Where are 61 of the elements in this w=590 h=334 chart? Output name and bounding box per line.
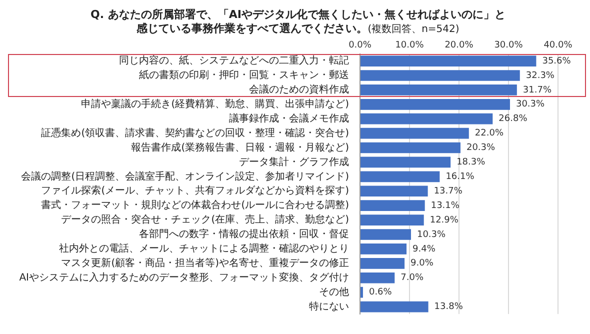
chart-title: Q. あなたの所属部署で、「AIやデジタル化で無くしたい・無くせればよいのに」と [90,8,506,22]
data-label: 13.7% [434,186,463,196]
data-label: 9.0% [410,258,434,269]
x-tick-label: 20.0% [444,40,474,51]
data-label: 13.1% [430,200,460,211]
data-label: 18.3% [456,158,486,168]
data-label: 16.1% [446,172,475,182]
y-tick-label: 会議の調整(日程調整、会議室手配、オンライン設定、参加者リマインド) [21,170,350,182]
data-label: 32.3% [526,70,555,81]
bar [360,70,520,81]
bar [360,186,428,197]
y-tick-label: 会議のための資料作成 [249,84,349,96]
y-tick-label: 同じ内容の、紙、システムなどへの二重入力・転記 [119,54,349,67]
data-label: 7.0% [400,273,424,284]
bar [360,171,440,182]
bar [360,128,469,139]
y-tick-label: データの照合・突合せ・チェック(在庫、売上、請求、勤怠など) [61,214,350,226]
x-tick-label: 30.0% [494,40,524,51]
bar [360,200,425,212]
y-tick-label: データ集計・グラフ作成 [239,156,349,168]
bar [360,244,407,254]
bar [360,301,428,312]
bar [360,156,451,168]
text: 感じている事務作業をすべて選んでください。 [136,22,368,35]
bar [360,84,517,96]
y-tick-label: 証憑集め(領収書、請求書、契約書などの回収・整理・確認・突合せ) [41,126,350,139]
x-tick-label: 0.0% [348,40,372,51]
y-tick-label: マスタ更新(顧客・商品・担当者等)や名寄せ、重複データの修正 [61,257,349,269]
data-label: 35.6% [542,56,572,66]
data-label: 31.7% [522,85,552,96]
bar [360,272,395,284]
y-tick-label: 特にない [309,300,349,312]
y-tick-label: その他 [319,286,349,298]
data-label: 0.6% [368,288,392,298]
text: (複数回答、n=542) [368,24,460,35]
data-label: 9.4% [412,244,436,254]
data-label: 10.3% [416,230,446,240]
bar [360,258,405,269]
y-tick-label: 報告書作成(業務報告書、日報・週報・月報など) [131,141,350,154]
bar [360,229,411,240]
x-tick-label: 40.0% [544,40,573,51]
y-tick-label: 各部門への数字・情報の提出依頼・回収・督促 [139,228,349,240]
bar [360,56,536,66]
data-label: 22.0% [474,128,504,139]
data-label: 30.3% [516,100,546,110]
data-label: 13.8% [434,302,464,312]
y-tick-label: 申請や稟議の手続き(経費精算、勤怠、購買、出張申請など) [81,98,350,110]
bar [360,113,493,124]
y-tick-label: 紙の書類の印刷・押印・回覧・スキャン・郵送 [139,69,349,82]
y-tick-label: 社内外との電話、メール、チャットによる調整・確認のやりとり [59,242,349,255]
bar [360,98,510,110]
y-tick-label: 書式・フォーマット・規則などの体裁合わせ(ルールに合わせる調整) [41,199,350,212]
y-tick-label: 議事録作成・会議メモ作成 [229,112,349,124]
bar [360,142,460,154]
y-tick-label: ファイル探索(メール、チャット、共有フォルダなどから資料を探す) [41,184,350,197]
data-label: 26.8% [498,114,528,124]
y-tick-label: AIやシステムに入力するためのデータ整形、フォーマット変換、タグ付け [19,271,349,284]
x-tick-label: 10.0% [395,40,424,51]
data-label: 12.9% [430,215,459,226]
bar [360,214,424,226]
data-label: 20.3% [466,143,496,154]
